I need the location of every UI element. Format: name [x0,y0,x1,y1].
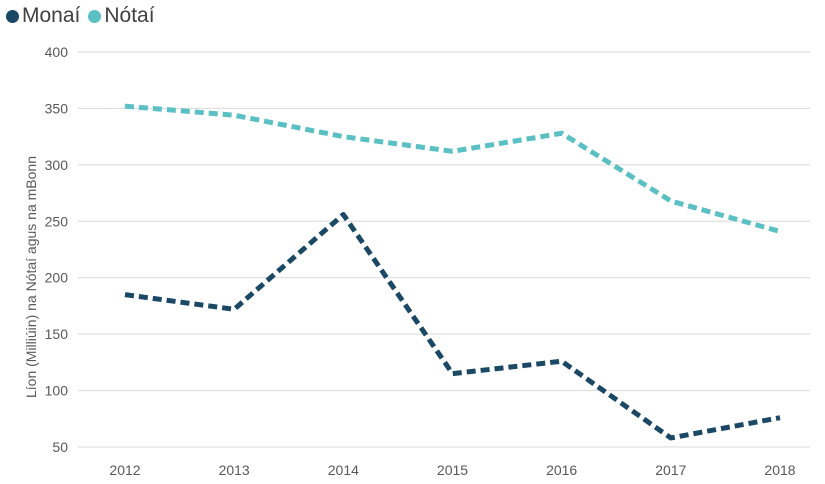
y-tick-label: 350 [45,100,69,116]
legend: Monaí Nótaí [6,4,155,28]
legend-item-notai: Nótaí [88,4,155,28]
gridlines [78,51,810,448]
y-tick-label: 400 [45,44,69,60]
y-tick-label: 150 [45,326,69,342]
x-tick-label: 2012 [109,462,140,478]
y-axis-ticks: 50 100 150 200 250 300 350 400 [45,44,69,455]
series-lines [124,103,781,441]
x-tick-label: 2016 [546,462,577,478]
series-line-notai [124,103,781,234]
y-tick-label: 300 [45,157,69,173]
legend-label-monai: Monaí [22,4,81,27]
series-line-monai [124,212,781,441]
x-tick-label: 2014 [328,462,359,478]
x-tick-label: 2017 [655,462,686,478]
y-tick-label: 200 [45,270,69,286]
legend-marker-notai [88,9,102,23]
x-tick-label: 2015 [437,462,468,478]
x-tick-label: 2013 [219,462,250,478]
legend-label-notai: Nótaí [104,4,155,27]
y-axis-label: Líon (Milliúin) na Nótaí agus na mBonn [23,156,39,398]
y-tick-label: 250 [45,213,69,229]
y-tick-label: 50 [52,439,68,455]
x-tick-label: 2018 [764,462,795,478]
legend-marker-monai [6,9,19,23]
x-axis-ticks: 2012 2013 2014 2015 2016 2017 2018 [109,462,795,478]
y-tick-label: 100 [45,383,69,399]
legend-item-monai: Monaí [6,4,80,28]
